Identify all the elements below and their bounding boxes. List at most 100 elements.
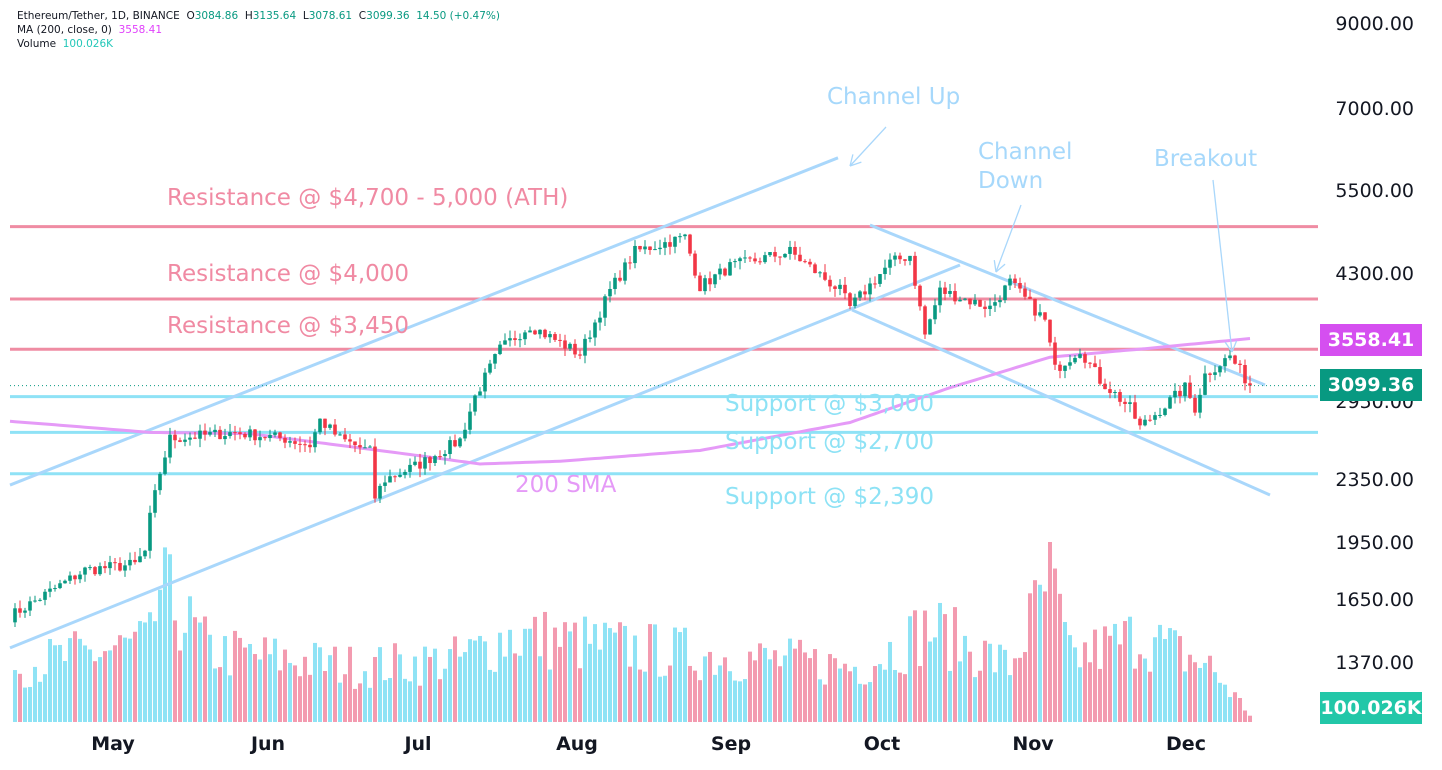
candle-body [578, 354, 582, 356]
candle-body [1108, 389, 1112, 393]
candle-body [1053, 342, 1057, 365]
candle-body [903, 259, 907, 261]
volume-bar [148, 612, 152, 722]
volume-bar [1203, 662, 1207, 722]
price-tick-label: 1370.00 [1335, 651, 1414, 674]
volume-bar [1028, 593, 1032, 722]
volume-bar [758, 643, 762, 722]
volume-bar [1013, 658, 1017, 722]
volume-bar [553, 627, 557, 722]
candle-body [698, 275, 702, 292]
volume-bar [1108, 635, 1112, 722]
volume-bar [508, 629, 512, 722]
candle-body [173, 434, 177, 441]
volume-bar [1088, 662, 1092, 722]
volume-bar [178, 650, 182, 722]
volume-bar [768, 659, 772, 722]
volume-bar [573, 622, 577, 722]
volume-bar [358, 683, 362, 722]
price-tick-label: 7000.00 [1335, 98, 1414, 121]
volume-bar [653, 624, 657, 722]
candle-body [128, 559, 132, 566]
resistance-3450-label: Resistance @ $3,450 [167, 313, 410, 339]
volume-bar [823, 684, 827, 722]
candle-body [183, 439, 187, 442]
candle-body [368, 446, 372, 448]
candle-body [1138, 418, 1142, 426]
candle-body [703, 278, 707, 292]
volume-bar [1243, 710, 1247, 722]
volume-bar [643, 671, 647, 722]
candle-body [488, 363, 492, 373]
candle-body [978, 299, 982, 307]
volume-bar [1158, 624, 1162, 722]
volume-bar [1003, 649, 1007, 722]
volume-bar [828, 654, 832, 722]
candle-body [263, 437, 267, 439]
candle-body [403, 471, 407, 475]
candle-body [858, 291, 862, 298]
candle-body [1233, 355, 1237, 364]
volume-bar [428, 656, 432, 722]
volume-bar [1208, 655, 1212, 722]
volume-bar [528, 628, 532, 722]
candle-body [913, 255, 917, 286]
volume-bar [338, 682, 342, 722]
volume-bar [813, 649, 817, 722]
candle-body [1223, 358, 1227, 367]
candle-body [1128, 402, 1132, 404]
candle-body [523, 332, 527, 340]
price-tick-label: 4300.00 [1335, 263, 1414, 286]
candle-body [1148, 419, 1152, 421]
time-tick-label: Oct [863, 733, 901, 755]
candle-body [503, 340, 507, 345]
candle-body [598, 317, 602, 323]
volume-bar [1073, 647, 1077, 722]
candle-body [1018, 282, 1022, 289]
candle-body [643, 246, 647, 250]
volume-bar [638, 669, 642, 722]
volume-bar [838, 668, 842, 722]
volume-bar [58, 644, 62, 722]
volume-bar [113, 645, 117, 722]
volume-label: Volume [17, 38, 57, 50]
volume-bar [968, 651, 972, 722]
candle-body [898, 255, 902, 260]
volume-bar [703, 656, 707, 722]
candle-body [413, 461, 417, 465]
candle-body [493, 354, 497, 364]
candle-body [728, 262, 732, 276]
candle-body [223, 436, 227, 440]
volume-bar [793, 648, 797, 722]
candle-body [308, 444, 312, 448]
candle-body [408, 464, 412, 472]
candle-body [668, 242, 672, 247]
candle-body [373, 446, 377, 499]
volume-bar [713, 674, 717, 722]
volume-bar [723, 657, 727, 722]
volume-bar [1038, 584, 1042, 722]
volume-bar [118, 635, 122, 722]
volume-bar [83, 645, 87, 722]
volume-bar [73, 631, 77, 722]
candle-body [1143, 419, 1147, 426]
volume-bar [298, 676, 302, 722]
channel-up-label: Channel Up [827, 84, 961, 110]
candle-body [198, 430, 202, 439]
volume-bar [398, 654, 402, 722]
volume-bar [103, 651, 107, 722]
candle-body [233, 432, 237, 434]
candle-body [953, 291, 957, 302]
volume-bar [168, 554, 172, 722]
candle-body [58, 583, 62, 589]
volume-bar [243, 647, 247, 722]
candle-body [998, 300, 1002, 303]
candle-body [843, 284, 847, 294]
volume-bar [93, 661, 97, 722]
volume-bar [783, 655, 787, 722]
volume-bar [673, 627, 677, 722]
time-tick-label: Aug [556, 733, 598, 755]
volume-bar [978, 670, 982, 722]
candle-body [918, 285, 922, 307]
